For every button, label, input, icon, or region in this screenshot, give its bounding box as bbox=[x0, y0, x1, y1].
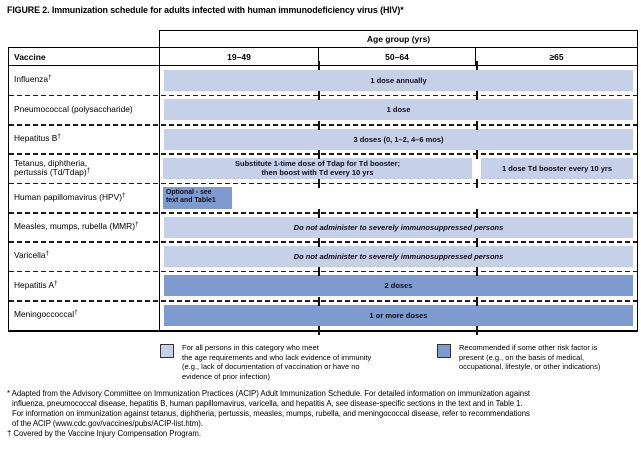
column-tick bbox=[318, 179, 320, 189]
table-row-varicella: Varicella† Do not administer to severely… bbox=[9, 241, 637, 277]
column-tick bbox=[318, 91, 320, 101]
figure-title: FIGURE 2. Immunization schedule for adul… bbox=[7, 5, 404, 15]
table-row-influenza: Influenza† 1 dose annually bbox=[9, 61, 637, 101]
legend-text-risk-factor: Recommended if some other risk factor is… bbox=[459, 343, 601, 372]
vaccine-name: Influenza† bbox=[9, 66, 160, 96]
column-tick bbox=[318, 208, 320, 218]
column-tick bbox=[318, 237, 320, 247]
table-row-hepatitis-a: Hepatitis A† 2 doses bbox=[9, 271, 637, 306]
vaccine-column-header: Vaccine bbox=[9, 48, 160, 65]
column-tick bbox=[318, 61, 320, 70]
column-tick bbox=[476, 61, 478, 70]
age-column-header-65plus: ≥65 bbox=[549, 51, 564, 62]
recommendation-bar-65plus: 1 dose Td booster every 10 yrs bbox=[481, 158, 633, 180]
column-tick bbox=[476, 149, 478, 159]
recommendation-cells: Substitute 1-time dose of Tdap for Td bo… bbox=[160, 154, 637, 189]
vaccine-name: Varicella† bbox=[9, 241, 160, 272]
recommendation-bar: Do not administer to severely immunosupp… bbox=[164, 246, 633, 268]
legend-swatch-risk-factor bbox=[437, 344, 451, 358]
dagger-mark: † bbox=[135, 221, 139, 228]
column-tick bbox=[476, 208, 478, 218]
column-tick bbox=[476, 267, 478, 277]
table-row-mmr: Measles, mumps, rubella (MMR)† Do not ad… bbox=[9, 212, 637, 247]
table-row-hepatitis-b: Hepatitus B† 3 doses (0, 1–2, 4–6 mos) bbox=[9, 124, 637, 159]
column-tick bbox=[476, 91, 478, 101]
column-tick bbox=[476, 237, 478, 247]
recommendation-bar: 3 doses (0, 1–2, 4–6 mos) bbox=[164, 128, 633, 150]
column-tick bbox=[318, 149, 320, 159]
recommendation-cells: Optional - see text and Table1 bbox=[160, 183, 637, 218]
table-row-td-tdap: Tetanus, diphtheria, pertussis (Td/Tdap)… bbox=[9, 153, 637, 189]
table-row-pneumococcal: Pneumococcal (polysaccharide) 1 dose bbox=[9, 95, 637, 130]
vaccine-name: Tetanus, diphtheria, pertussis (Td/Tdap)… bbox=[9, 153, 160, 184]
dagger-mark: † bbox=[48, 74, 52, 82]
footnotes: * Adapted from the Advisory Committee on… bbox=[7, 389, 531, 438]
vaccine-name: Human papillomavirus (HPV)† bbox=[9, 183, 160, 213]
dagger-mark: † bbox=[74, 308, 78, 316]
footnote-asterisk: * Adapted from the Advisory Committee on… bbox=[7, 389, 531, 398]
dagger-mark: † bbox=[45, 250, 50, 258]
recommendation-bar: Do not administer to severely immunosupp… bbox=[164, 216, 633, 238]
recommendation-bar: 1 dose bbox=[164, 99, 633, 121]
recommendation-cells: 1 dose bbox=[160, 95, 637, 130]
dagger-mark: † bbox=[57, 133, 61, 141]
immunization-table-body: Influenza† 1 dose annually Pneumococcal … bbox=[8, 61, 638, 335]
vaccine-name: Meningoccoccal† bbox=[9, 300, 160, 330]
recommendation-bar: 1 dose annually bbox=[164, 70, 633, 92]
column-tick bbox=[318, 325, 320, 335]
legend-swatch-for-all bbox=[160, 344, 174, 358]
recommendation-cells: 3 doses (0, 1–2, 4–6 mos) bbox=[160, 125, 637, 159]
age-column-header-50-64: 50–64 bbox=[319, 48, 476, 65]
column-tick bbox=[318, 267, 320, 277]
legend-text-for-all: For all persons in this category who mee… bbox=[182, 343, 372, 382]
vaccine-name: Hepatitus B† bbox=[9, 124, 160, 154]
column-tick bbox=[476, 120, 478, 130]
column-tick bbox=[476, 296, 478, 306]
age-group-header: Age group (yrs) bbox=[159, 30, 638, 48]
footnote-dagger: † Covered by the Vaccine Injury Compensa… bbox=[7, 429, 201, 438]
vaccine-name: Measles, mumps, rubella (MMR)† bbox=[9, 212, 160, 242]
column-tick bbox=[476, 325, 478, 335]
table-row-meningococcal: Meningoccoccal† 1 or more doses bbox=[9, 300, 637, 335]
recommendation-bar: 1 or more doses bbox=[164, 304, 633, 326]
table-header-row: Vaccine 19–49 50–64 ≥65 bbox=[8, 47, 638, 66]
recommendation-cells: Do not administer to severely immunosupp… bbox=[160, 242, 637, 277]
recommendation-cells: 1 or more doses bbox=[160, 301, 637, 335]
column-tick bbox=[318, 296, 320, 306]
dagger-mark: † bbox=[121, 191, 126, 199]
recommendation-bar-optional: Optional - see text and Table1 bbox=[163, 186, 232, 209]
recommendation-bar-19-64: Substitute 1-time dose of Tdap for Td bo… bbox=[163, 158, 472, 180]
vaccine-name: Hepatitis A† bbox=[9, 271, 160, 301]
age-column-header-19-49: 19–49 bbox=[160, 48, 319, 65]
dagger-mark: † bbox=[86, 167, 91, 175]
vaccine-name: Pneumococcal (polysaccharide) bbox=[9, 95, 160, 125]
table-row-hpv: Human papillomavirus (HPV)† Optional - s… bbox=[9, 183, 637, 218]
recommendation-cells: Do not administer to severely immunosupp… bbox=[160, 213, 637, 247]
column-tick bbox=[476, 179, 478, 189]
recommendation-cells: 1 dose annually bbox=[160, 61, 637, 101]
dagger-mark: † bbox=[54, 279, 58, 287]
recommendation-bar: 2 doses bbox=[164, 275, 633, 297]
recommendation-cells: 2 doses bbox=[160, 271, 637, 306]
column-tick bbox=[318, 120, 320, 130]
